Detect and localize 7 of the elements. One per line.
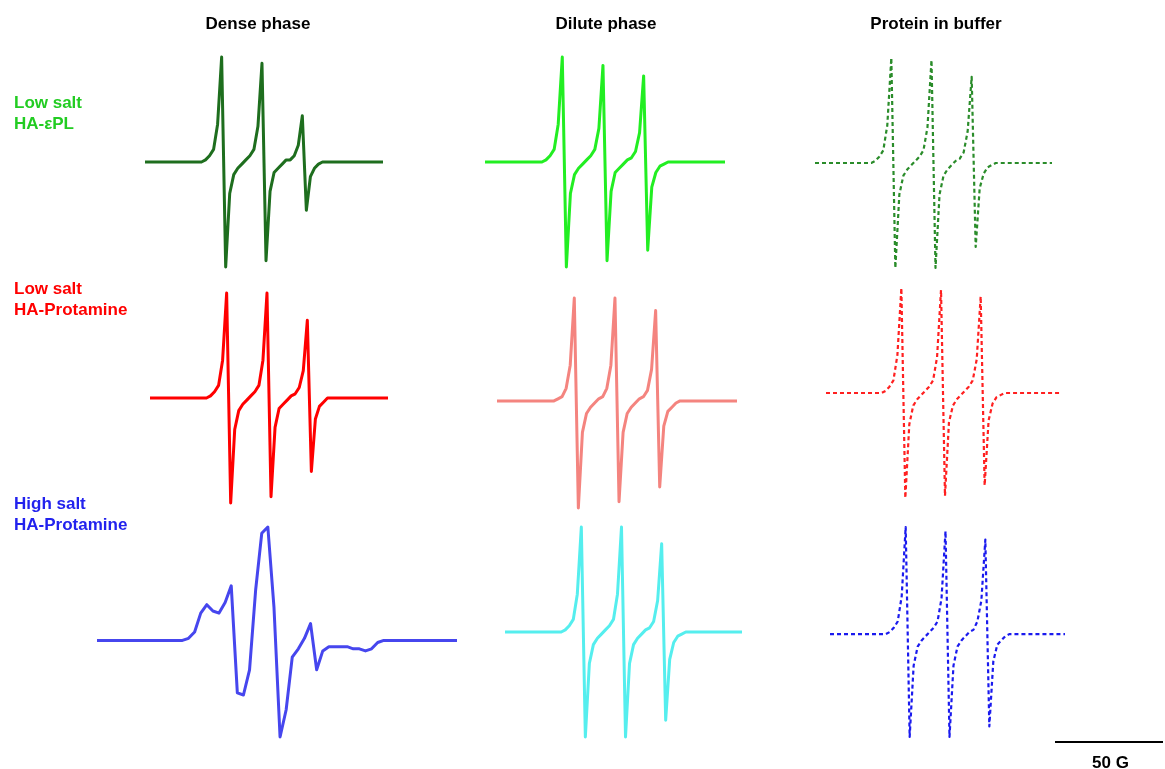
text: Low salt HA-εPL	[14, 92, 83, 134]
chart-title: Protein in buffer	[870, 14, 1002, 34]
text: Low salt HA-Protamine	[14, 278, 128, 320]
chart-title: Dilute phase	[555, 14, 657, 34]
text: 50 G	[1092, 752, 1129, 769]
chart-title: Dense phase	[205, 14, 311, 34]
annotation: High salt HA-Protamine	[14, 493, 128, 535]
